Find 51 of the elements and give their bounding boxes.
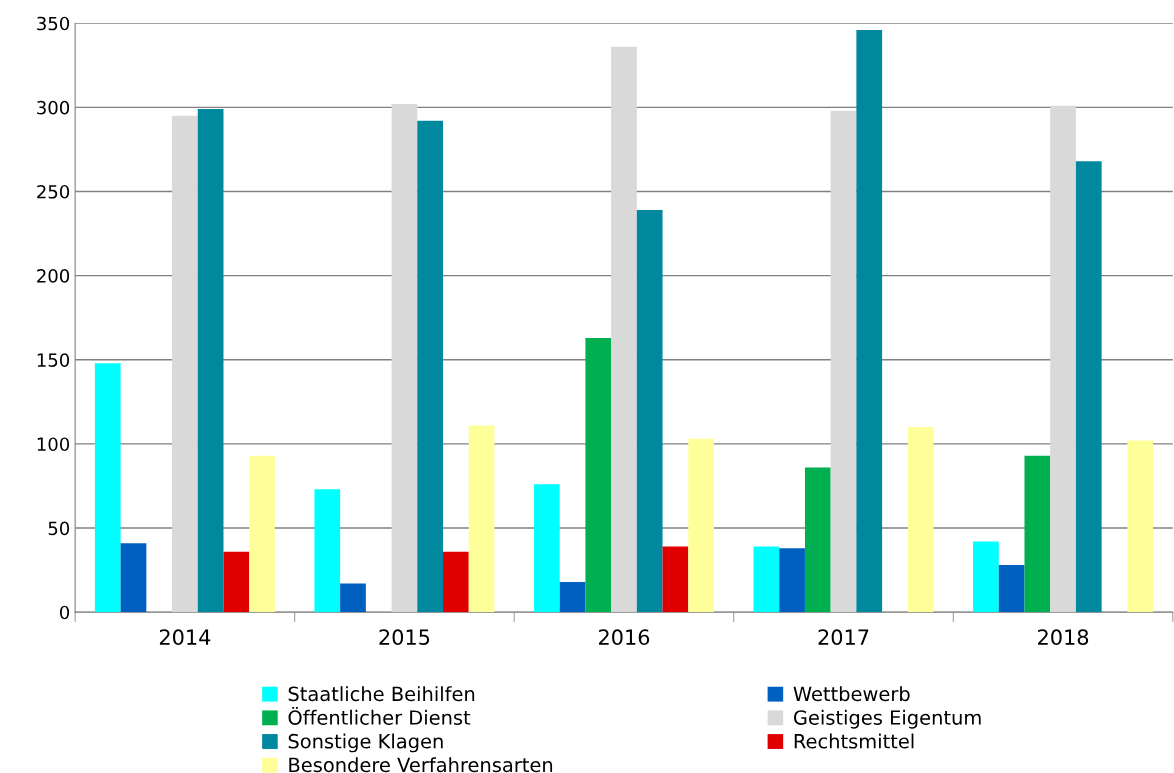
y-tick-label: 150 <box>37 353 70 367</box>
legend-label: Besondere Verfahrensarten <box>289 757 553 773</box>
legend-label: Wettbewerb <box>793 686 910 702</box>
bar <box>998 565 1025 613</box>
legend-label: Staatliche Beihilfen <box>288 686 475 702</box>
bar <box>585 337 612 613</box>
x-tick-label: 2015 <box>379 629 430 646</box>
legend-label: Sonstige Klagen <box>288 733 443 753</box>
y-tick-label: 350 <box>37 16 70 31</box>
x-tick-label: 2018 <box>1038 629 1089 646</box>
legend-label: Geistiges Eigentum <box>793 709 981 729</box>
y-tick-label: 50 <box>48 521 70 536</box>
bar <box>533 484 560 613</box>
y-tick-label: 300 <box>37 100 70 115</box>
bar <box>172 115 198 613</box>
bar <box>197 109 224 613</box>
bar <box>249 455 275 613</box>
bar <box>1127 440 1154 613</box>
bar <box>856 29 883 613</box>
bar <box>1075 161 1102 613</box>
bar <box>468 425 495 613</box>
legend-label: Rechtsmittel <box>794 733 914 749</box>
bar <box>340 583 366 613</box>
x-tick-label: 2016 <box>599 629 650 646</box>
bar <box>559 581 586 613</box>
bar <box>662 546 689 613</box>
x-tick-label: 2014 <box>159 629 211 646</box>
bar <box>120 543 147 613</box>
bar <box>391 103 418 613</box>
bar <box>223 551 250 613</box>
bar <box>907 427 934 613</box>
y-tick-label: 100 <box>37 437 70 452</box>
bar <box>973 541 999 613</box>
bar <box>417 120 444 613</box>
bar <box>688 438 714 613</box>
bar <box>830 110 857 613</box>
legend-label: Öffentlicher Dienst <box>288 706 471 725</box>
bar <box>804 467 831 613</box>
bar <box>443 551 469 613</box>
bar <box>314 489 341 613</box>
bar <box>94 363 121 613</box>
y-tick-label: 200 <box>37 269 70 283</box>
x-tick-label: 2017 <box>818 629 869 646</box>
y-tick-label: 250 <box>37 184 70 199</box>
bar <box>1050 105 1076 613</box>
bar <box>636 210 663 613</box>
bar <box>779 548 805 613</box>
bar <box>1024 455 1051 613</box>
bar <box>611 46 637 613</box>
bar <box>753 546 780 613</box>
y-tick-label: 0 <box>59 605 70 620</box>
